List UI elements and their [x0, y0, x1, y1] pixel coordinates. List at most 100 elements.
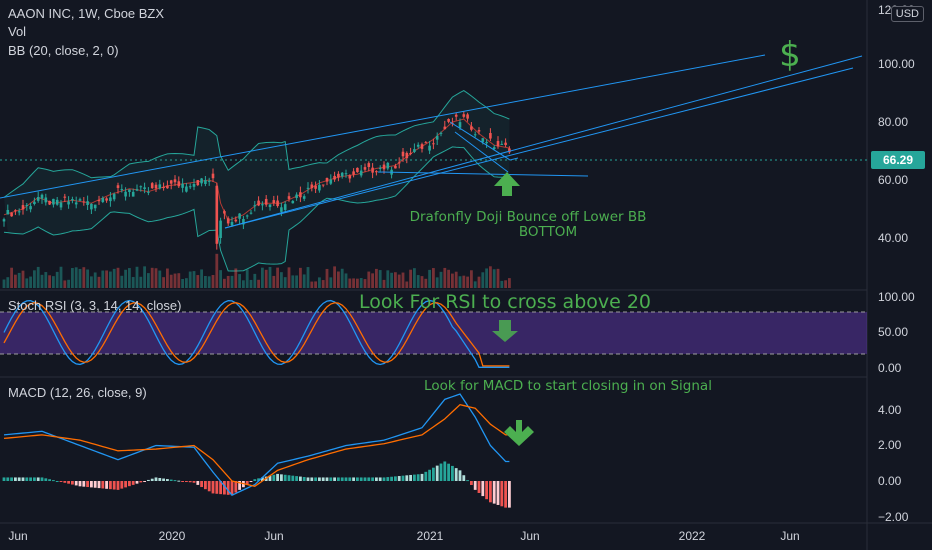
candle-body: [435, 135, 439, 140]
macd-histogram-bar: [397, 476, 401, 481]
volume-bar: [291, 275, 295, 288]
candle-body: [124, 191, 127, 197]
candle-body: [401, 151, 405, 157]
macd-histogram-bar: [120, 481, 124, 489]
volume-bar: [337, 271, 340, 288]
volume-bar: [287, 267, 291, 288]
candle-body: [234, 219, 238, 222]
macd-histogram-bar: [14, 477, 17, 481]
candle-body: [291, 200, 295, 204]
macd-histogram-bar: [17, 477, 21, 481]
macd-histogram-bar: [204, 481, 207, 490]
volume-bar: [234, 268, 238, 288]
volume-bar: [154, 268, 158, 288]
doji-annotation-line1: Drafonfly Doji Bounce off Lower BB: [410, 209, 647, 225]
macd-histogram-bar: [481, 481, 485, 497]
time-tick-label: Jun: [520, 529, 539, 543]
trendline-channel-top[interactable]: [224, 55, 863, 229]
macd-histogram-bar: [63, 481, 67, 483]
candle-body: [458, 122, 462, 128]
macd-histogram-bar: [500, 481, 504, 507]
candle-body: [82, 201, 86, 203]
candle-body: [321, 184, 325, 186]
macd-histogram-bar: [477, 481, 481, 493]
stoch-tick-label: 0.00: [878, 361, 902, 375]
trendline-channel-bottom[interactable]: [224, 67, 854, 229]
trendline-flag-lower[interactable]: [454, 131, 509, 173]
macd-histogram-bar: [169, 479, 173, 481]
macd-histogram-bar: [93, 481, 97, 488]
candle-body: [318, 184, 321, 191]
macd-histogram-bar: [390, 476, 393, 481]
arrow-down-icon: [492, 320, 518, 342]
candle-body: [283, 204, 287, 210]
price-tick-label: 40.00: [878, 231, 908, 245]
volume-bar: [295, 275, 298, 288]
volume-bar: [454, 271, 458, 288]
macd-histogram-bar: [386, 477, 390, 481]
macd-histogram-bar: [268, 475, 272, 481]
candle-body: [443, 126, 447, 130]
macd-histogram-bar: [382, 477, 386, 481]
vol-legend[interactable]: Vol: [8, 24, 27, 39]
candle-body: [356, 167, 359, 173]
candle-body: [48, 200, 51, 205]
macd-histogram-bar: [470, 481, 473, 485]
volume-bar: [223, 278, 226, 288]
trendline-upper[interactable]: [0, 54, 766, 199]
macd-histogram-bar: [458, 470, 462, 481]
candle-body: [192, 184, 196, 187]
bb-legend[interactable]: BB (20, close, 2, 0): [8, 43, 119, 58]
stoch-rsi-legend[interactable]: Stoch RSI (3, 3, 14, 14, close): [8, 298, 182, 313]
candle-body: [299, 192, 302, 198]
macd-legend[interactable]: MACD (12, 26, close, 9): [8, 385, 147, 400]
macd-histogram-bar: [97, 481, 101, 489]
candle-body: [93, 204, 97, 209]
candle-body: [162, 187, 165, 189]
macd-histogram-bar: [188, 481, 192, 483]
candle-body: [139, 186, 143, 188]
candle-body: [181, 183, 184, 188]
volume-bar: [500, 280, 504, 288]
candle-body: [314, 185, 317, 189]
candle-body: [196, 180, 200, 186]
candle-body: [386, 162, 390, 169]
candle-body: [363, 167, 367, 170]
macd-histogram-bar: [215, 481, 219, 494]
trendline-support[interactable]: [377, 171, 589, 177]
macd-histogram-bar: [112, 481, 116, 490]
volume-bar: [74, 267, 78, 288]
macd-histogram-bar: [348, 477, 352, 481]
candle-body: [78, 199, 82, 201]
volume-bar: [443, 267, 447, 288]
candle-body: [264, 198, 268, 205]
candle-body: [2, 219, 6, 222]
macd-histogram-bar: [420, 473, 424, 481]
trendline-flag[interactable]: [449, 121, 519, 161]
volume-bar: [196, 275, 200, 288]
volume-bar: [325, 268, 329, 288]
symbol-title[interactable]: AAON INC, 1W, Cboe BZX: [8, 6, 165, 21]
candle-body: [200, 178, 203, 184]
candle-body: [21, 205, 25, 210]
volume-bar: [481, 272, 485, 288]
candle-body: [295, 194, 298, 198]
macd-tick-label: 0.00: [878, 474, 902, 488]
candle-body: [120, 189, 124, 191]
volume-bar: [109, 271, 112, 288]
volume-bar: [462, 275, 466, 288]
candle-body: [154, 184, 158, 189]
candle-body: [416, 144, 420, 147]
currency-button[interactable]: USD: [890, 6, 924, 22]
macd-histogram-bar: [359, 477, 363, 481]
volume-bar: [25, 278, 29, 288]
volume-bar: [306, 267, 310, 288]
volume-bar: [489, 266, 492, 288]
candle-body: [261, 204, 264, 206]
volume-bar: [181, 278, 184, 288]
candle-body: [74, 202, 78, 205]
macd-line: [3, 393, 510, 497]
